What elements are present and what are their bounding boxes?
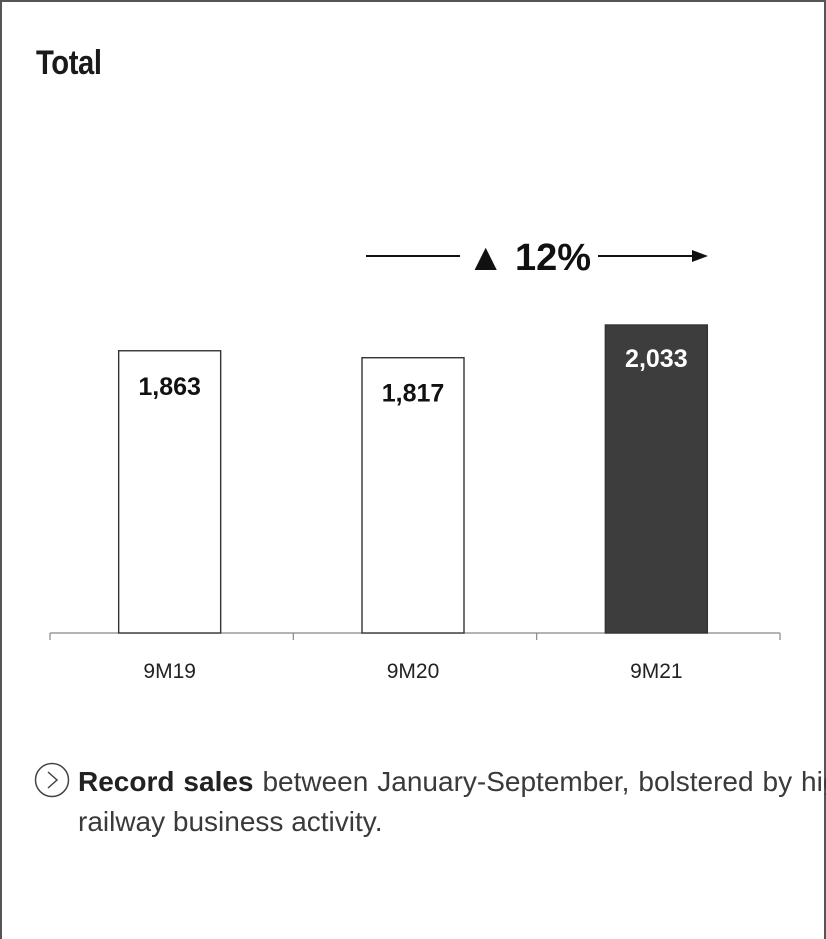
bar-chart: 1,863 9M19 1,817 9M20 2,033 9M21 ▲ 12% [49, 237, 781, 683]
bar [604, 324, 709, 634]
bar [117, 350, 222, 634]
note-bold: Record sales [78, 766, 254, 797]
bar [361, 357, 465, 634]
bar-value-label: 1,817 [382, 380, 445, 408]
growth-arrow-head [692, 250, 708, 262]
x-tick-label: 9M19 [143, 660, 196, 683]
bar-value-label: 1,863 [138, 373, 201, 401]
bar-value-label: 2,033 [625, 345, 688, 373]
note-body: between January-September, bolstered by … [78, 766, 826, 837]
growth-label: ▲ 12% [467, 237, 591, 279]
x-tick-label: 9M21 [630, 660, 683, 683]
note-text: Record sales between January-September, … [78, 762, 826, 842]
chart-title: Total [36, 44, 102, 82]
chevron-right-circle-icon [34, 762, 70, 798]
x-tick-label: 9M20 [387, 660, 440, 683]
